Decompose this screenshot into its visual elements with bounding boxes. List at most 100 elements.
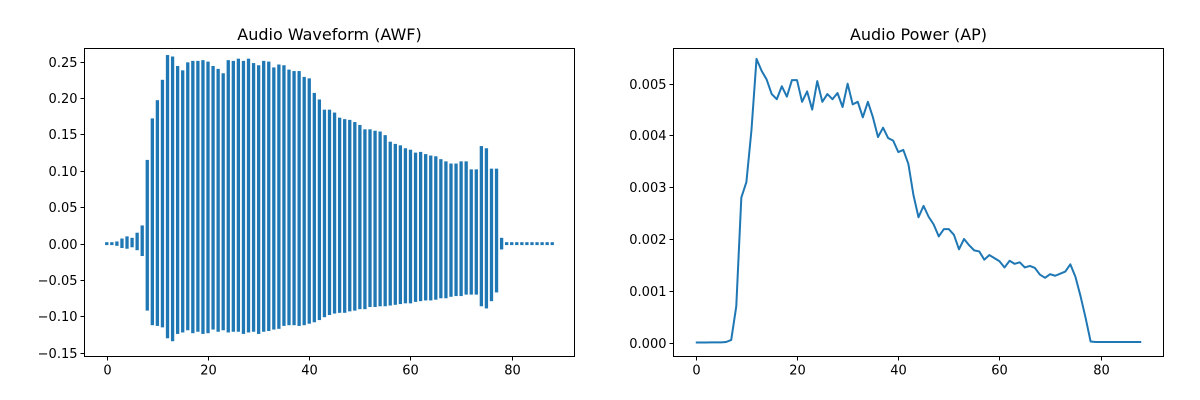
y-tick-label: 0.15 [49,128,78,143]
waveform-bar [510,242,514,246]
awf-x-axis: 0 20 40 60 80 [103,356,521,379]
waveform-bar [251,63,256,332]
waveform-bar [120,238,124,249]
x-tick-label: 0 [692,364,700,379]
ap-plot-frame [673,48,1164,357]
waveform-bar [454,163,458,297]
waveform-bar [241,60,246,334]
waveform-bar [226,60,230,333]
waveform-bar [337,117,342,313]
waveform-bar [535,242,539,246]
awf-plot-frame [84,48,575,357]
waveform-bar [282,65,286,326]
y-tick-label: −0.05 [38,274,78,289]
waveform-bar [479,146,484,307]
waveform-bar [550,242,554,246]
waveform-bar [383,135,387,307]
waveform-bar [302,76,306,326]
waveform-bar [307,78,311,324]
waveform-bar [439,159,443,299]
waveform-bar [322,109,327,318]
y-tick-label: 0.003 [629,181,666,196]
waveform-bar [403,148,408,304]
waveform-bar [155,100,160,326]
waveform-bar [464,161,468,295]
waveform-bar [267,61,271,332]
waveform-bar [246,58,251,333]
waveform-bar [115,241,119,246]
waveform-bar [434,156,438,300]
waveform-bar [272,67,276,330]
waveform-bar [408,149,413,304]
waveform-bar [125,236,129,249]
y-tick-label: 0.000 [629,337,666,352]
y-tick-label: 0.001 [629,285,666,300]
waveform-bar [429,155,433,301]
waveform-bar [505,242,509,246]
power-series-line [695,57,1142,344]
y-tick-label: 0.004 [629,129,666,144]
ap-x-axis: 0 20 40 60 80 [692,356,1110,379]
waveform-bar [348,119,352,312]
ap-y-axis: 0.000 0.001 0.002 0.003 0.004 0.005 [629,78,674,352]
x-tick-label: 60 [991,364,1008,379]
waveform-bar [165,55,170,339]
waveform-bar [211,65,215,330]
waveform-bar [145,159,149,311]
waveform-bar [105,242,109,246]
awf-bars [105,55,554,342]
waveform-bar [206,61,210,334]
y-tick-label: −0.15 [38,347,78,362]
y-tick-label: 0.05 [49,201,78,216]
waveform-bar [474,169,478,295]
waveform-bar [388,141,392,306]
waveform-bar [277,64,281,329]
waveform-bar [449,163,453,297]
waveform-bar [135,232,139,251]
ap-line [695,57,1142,344]
y-tick-label: 0.005 [629,78,666,93]
ap-title: Audio Power (AP) [850,25,987,44]
waveform-bar [530,242,534,246]
waveform-bar [353,122,357,311]
waveform-bar [398,145,403,305]
waveform-bar [327,109,332,315]
y-tick-label: 0.00 [49,238,78,253]
waveform-bar [540,242,544,246]
waveform-bar [343,119,347,313]
x-tick-label: 40 [301,364,318,379]
waveform-bar [191,60,195,334]
waveform-bar [363,129,367,310]
waveform-bar [140,225,144,257]
waveform-bar [312,92,316,323]
waveform-bar [231,60,235,332]
x-tick-label: 80 [504,364,521,379]
waveform-bar [494,168,499,293]
waveform-bar [358,124,362,310]
y-tick-label: 0.20 [49,92,78,107]
y-tick-label: −0.10 [38,310,78,325]
waveform-bar [424,154,428,301]
waveform-bar [297,71,301,326]
waveform-bar [373,130,377,307]
waveform-bar [175,65,180,334]
y-tick-label: 0.25 [49,56,78,71]
x-tick-label: 20 [789,364,806,379]
waveform-bar [459,161,463,297]
waveform-bar [287,69,291,326]
waveform-bar [221,73,225,331]
y-tick-label: 0.002 [629,233,666,248]
waveform-bar [515,242,519,246]
waveform-bar [525,242,529,246]
waveform-bar [378,131,382,307]
waveform-bar [489,168,494,302]
waveform-bar [368,129,372,307]
waveform-bar [170,56,175,342]
waveform-bar [130,237,134,248]
waveform-bar [499,237,504,250]
awf-title: Audio Waveform (AWF) [237,25,421,44]
waveform-bar [196,60,200,332]
x-tick-label: 60 [402,364,419,379]
